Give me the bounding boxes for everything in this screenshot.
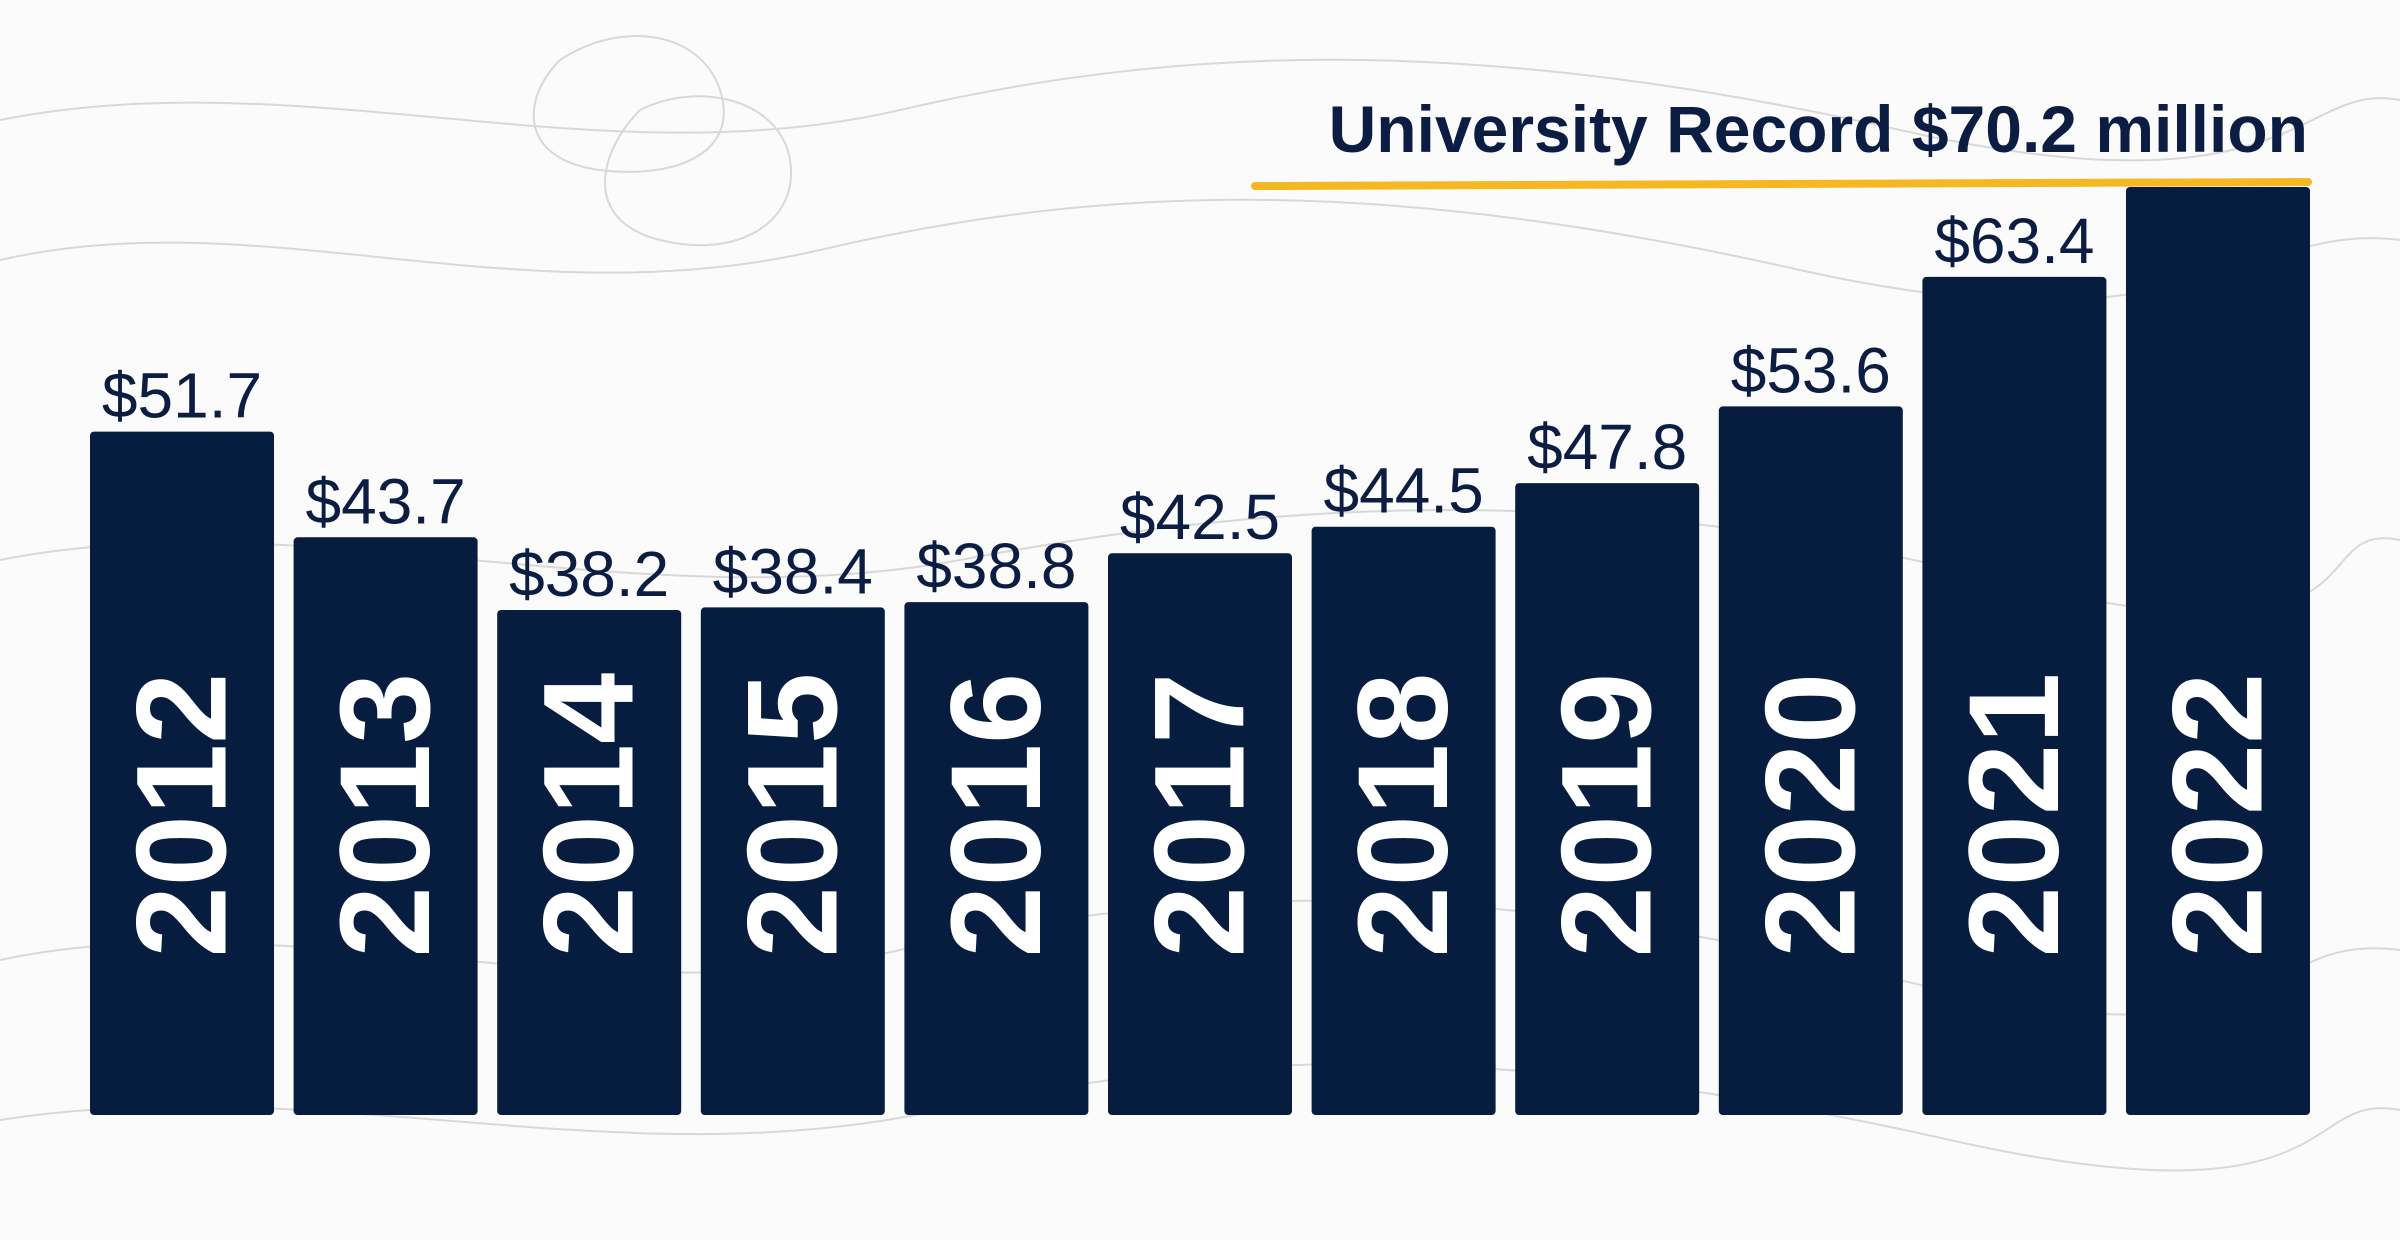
bar-2014 bbox=[497, 610, 682, 1115]
year-label-2020: 2020 bbox=[1739, 673, 1882, 958]
year-label-2019: 2019 bbox=[1536, 673, 1679, 958]
record-underline bbox=[1251, 178, 2312, 190]
value-label-2013: $43.7 bbox=[306, 465, 466, 537]
value-label-2020: $53.6 bbox=[1731, 334, 1891, 406]
bar-2013 bbox=[293, 537, 478, 1115]
year-label-2018: 2018 bbox=[1332, 673, 1475, 958]
bar-2022 bbox=[2126, 187, 2310, 1115]
value-labels-group: $51.7 $43.7 $38.2 $38.4 $38.8 $42.5 $44.5 $47.8… bbox=[102, 205, 2095, 610]
year-label-2013: 2013 bbox=[314, 673, 457, 958]
value-label-2015: $38.4 bbox=[713, 535, 873, 607]
value-label-2021: $63.4 bbox=[1934, 205, 2094, 277]
bar-2019 bbox=[1515, 483, 1700, 1116]
bar-2016 bbox=[904, 602, 1089, 1115]
bar-2020 bbox=[1718, 406, 1903, 1115]
year-label-2021: 2021 bbox=[1943, 673, 2086, 958]
contour-line bbox=[604, 95, 793, 247]
year-label-2015: 2015 bbox=[721, 673, 864, 958]
bar-2018 bbox=[1311, 526, 1496, 1115]
value-label-2017: $42.5 bbox=[1120, 481, 1280, 553]
bar-2017 bbox=[1108, 553, 1292, 1115]
year-label-2014: 2014 bbox=[518, 673, 661, 958]
year-label-2016: 2016 bbox=[925, 673, 1068, 958]
year-label-2017: 2017 bbox=[1129, 673, 1272, 958]
value-label-2014: $38.2 bbox=[509, 538, 669, 610]
value-label-2016: $38.8 bbox=[916, 530, 1076, 602]
contour-line bbox=[532, 35, 725, 173]
value-label-2012: $51.7 bbox=[102, 360, 262, 432]
value-label-2018: $44.5 bbox=[1324, 455, 1484, 527]
bar-2012 bbox=[90, 431, 274, 1116]
year-label-2012: 2012 bbox=[111, 673, 254, 958]
record-title: University Record $70.2 million bbox=[1329, 92, 2308, 166]
bar-2021 bbox=[1922, 276, 2107, 1115]
bars-group bbox=[90, 187, 2310, 1116]
value-label-2019: $47.8 bbox=[1527, 411, 1687, 483]
contour-line bbox=[0, 58, 2400, 162]
year-label-2022: 2022 bbox=[2147, 673, 2290, 958]
bar-2015 bbox=[700, 607, 885, 1115]
year-labels-group: 2012 2013 2014 2015 2016 2017 2018 2019 2020 2021… bbox=[111, 673, 2290, 958]
